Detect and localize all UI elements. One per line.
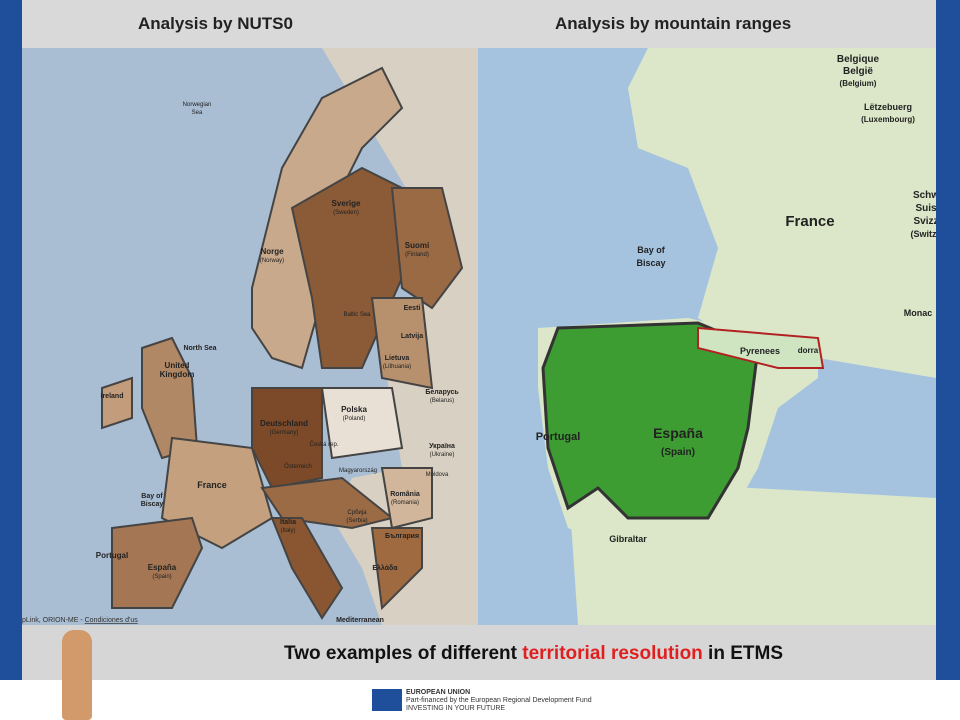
map-label: France: [785, 213, 834, 230]
map-label: United: [165, 361, 190, 370]
right-title: Analysis by mountain ranges: [555, 14, 792, 33]
map-label: Norwegian: [183, 102, 212, 108]
map-label: (Spain): [661, 447, 695, 458]
map-label: (Ukraine): [430, 452, 455, 458]
map-label: (Italy): [281, 528, 296, 534]
map-label: (Belarus): [430, 398, 454, 404]
map-label: Bay of: [637, 245, 666, 255]
map-label: Україна: [429, 443, 455, 450]
eu-line: EUROPEAN UNION: [406, 689, 471, 696]
map-label: Lëtzebuerg: [864, 102, 912, 112]
map-label: (Romania): [391, 500, 419, 506]
eu-line: INVESTING IN YOUR FUTURE: [406, 705, 506, 712]
map-label: Bay of: [141, 493, 163, 500]
map-label: Schw: [913, 190, 936, 201]
map-label: Србија: [347, 510, 367, 516]
attribution-text: pLink, ORION-ME -: [22, 617, 85, 624]
map-label: España: [653, 425, 703, 441]
caption-text: Two examples of different: [284, 643, 523, 664]
map-label: Latvija: [401, 333, 423, 340]
map-label: (Norway): [260, 258, 284, 264]
map-label: (Switze: [910, 229, 936, 239]
map-label: Ireland: [101, 393, 124, 400]
map-label: Biscay: [141, 501, 164, 508]
map-label: Svizz: [913, 216, 936, 227]
map-label: Polska: [341, 405, 367, 414]
map-label: España: [148, 563, 177, 572]
map-label: Lietuva: [385, 355, 410, 362]
caption-text: in ETMS: [702, 643, 784, 664]
side-bar: [936, 0, 960, 680]
map-label: Pyrenees: [740, 346, 780, 356]
map-label: Eesti: [404, 305, 421, 312]
map-label: Kingdom: [160, 370, 195, 379]
map-label: North Sea: [183, 345, 216, 352]
map-label: (Germany): [270, 430, 299, 436]
map-label: België: [843, 66, 873, 77]
side-bar: [0, 0, 22, 680]
map-label: (Lithuania): [383, 364, 411, 370]
eu-flag: [372, 689, 402, 711]
map-label: Mediterranean: [336, 617, 384, 624]
map-label: Biscay: [636, 258, 665, 268]
map-label: Suis: [915, 203, 936, 214]
map-label: (Luxembourg): [861, 115, 915, 124]
left-title: Analysis by NUTS0: [138, 14, 293, 33]
map-label: Sverige: [332, 199, 361, 208]
map-label: България: [385, 533, 419, 540]
map-label: Monac: [904, 308, 933, 318]
map-label: Österreich: [284, 463, 312, 470]
attribution-link[interactable]: Condiciones d'us: [85, 617, 139, 624]
map-label: Ελλάδα: [372, 564, 398, 572]
map-label: Deutschland: [260, 419, 308, 428]
map-label: Portugal: [96, 551, 128, 560]
attribution: pLink, ORION-ME - Condiciones d'us: [22, 617, 138, 624]
map-label: (Finland): [405, 252, 429, 258]
hand-icon: [62, 630, 92, 720]
map-label: (Sweden): [333, 210, 359, 216]
map-label: Беларусь: [425, 389, 459, 396]
map-label: (Serbia): [346, 518, 367, 524]
map-label: (Spain): [152, 574, 171, 580]
map-label: Magyarország: [339, 468, 377, 474]
eu-text: EUROPEAN UNION Part-financed by the Euro…: [406, 689, 592, 713]
header: [22, 0, 936, 48]
map-label: Moldova: [426, 472, 449, 478]
map-label: (Poland): [343, 416, 366, 422]
eu-line: Part-financed by the European Regional D…: [406, 697, 592, 704]
map-label: Sea: [192, 110, 203, 116]
map-label: dorra: [798, 346, 819, 355]
map-label: România: [390, 491, 420, 498]
map-label: France: [197, 480, 227, 490]
map-label: Belgique: [837, 54, 880, 65]
map-label: Česká rep.: [309, 441, 338, 448]
map-label: Italia: [280, 519, 296, 526]
caption: Two examples of different territorial re…: [284, 643, 783, 665]
map-label: Gibraltar: [609, 534, 647, 544]
map-label: Baltic Sea: [343, 312, 371, 318]
map-label: Suomi: [405, 241, 429, 250]
map-label: Norge: [260, 247, 284, 256]
map-label: Portugal: [536, 431, 581, 443]
caption-highlight: territorial resolution: [522, 643, 703, 664]
caption-band: [22, 625, 936, 680]
left-map: Norwegian Sea Sverige (Sweden) Suomi (Finland…: [22, 48, 478, 625]
map-label: (Belgium): [840, 79, 877, 88]
